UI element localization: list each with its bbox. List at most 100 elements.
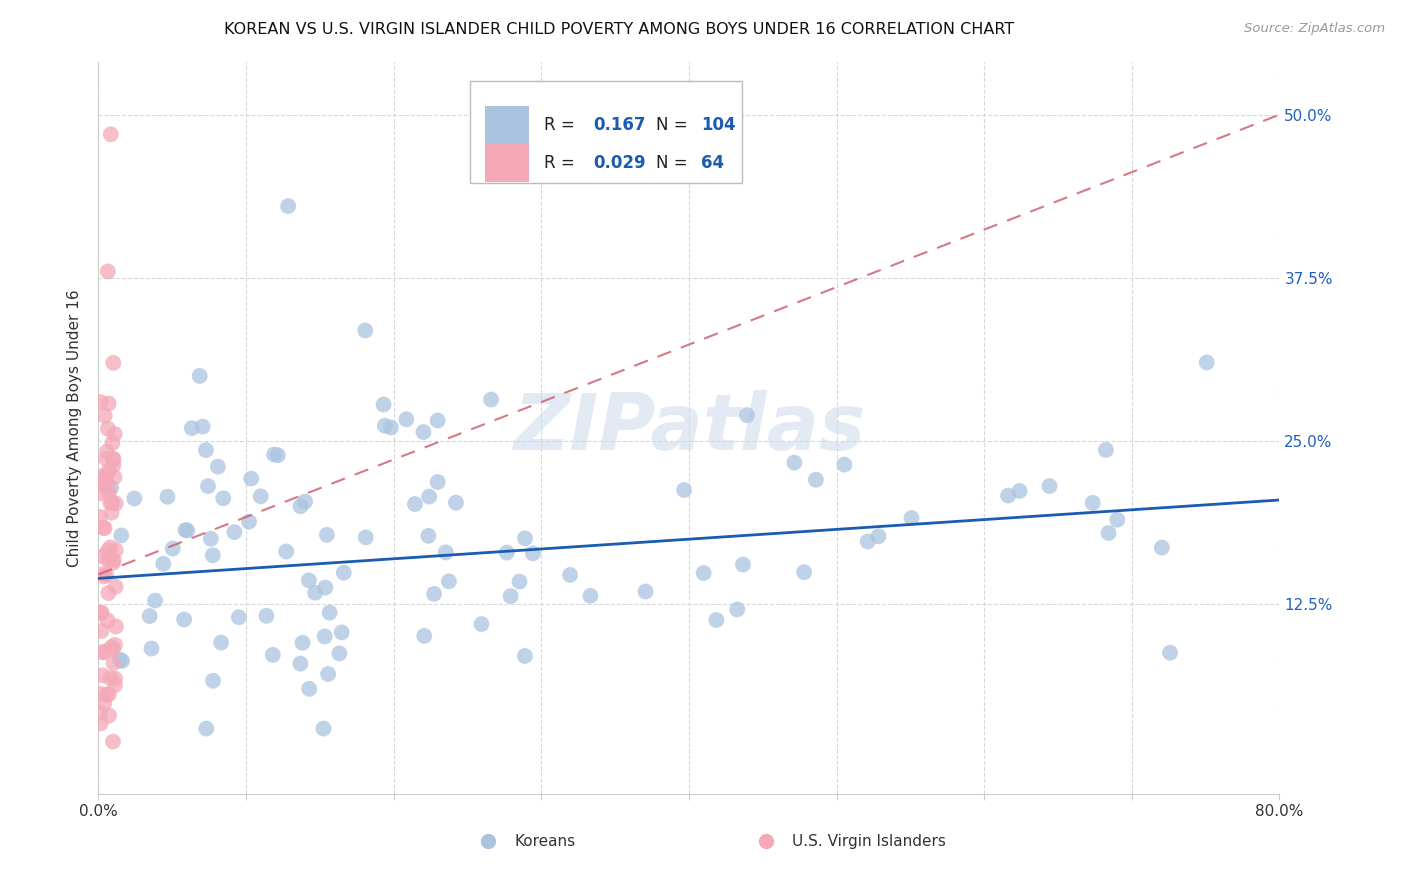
Point xyxy=(97,687,120,701)
Point xyxy=(294,494,316,508)
Point xyxy=(141,641,163,656)
Point xyxy=(201,549,224,563)
Point xyxy=(1038,479,1060,493)
Point xyxy=(138,609,160,624)
Point xyxy=(1107,513,1129,527)
Point xyxy=(152,557,174,571)
Point xyxy=(856,534,879,549)
Point xyxy=(316,667,339,681)
Point xyxy=(314,629,336,643)
Point xyxy=(522,546,544,560)
Point xyxy=(100,506,122,520)
Point xyxy=(104,496,127,510)
Point xyxy=(104,678,127,692)
Point xyxy=(314,581,336,595)
Point xyxy=(868,529,890,543)
Point xyxy=(1159,646,1181,660)
Point xyxy=(423,587,446,601)
Point xyxy=(94,476,117,491)
Point xyxy=(240,472,263,486)
Point xyxy=(197,479,219,493)
Point xyxy=(91,645,114,659)
Point xyxy=(444,495,467,509)
Point xyxy=(291,636,314,650)
Point xyxy=(290,657,312,671)
Point xyxy=(111,654,134,668)
Point xyxy=(90,486,112,500)
Point xyxy=(156,490,179,504)
Point xyxy=(93,521,115,535)
Point xyxy=(93,409,115,423)
Point xyxy=(725,602,748,616)
Point xyxy=(173,613,195,627)
Point xyxy=(793,565,815,579)
Point xyxy=(426,413,449,427)
Point xyxy=(704,613,727,627)
Point xyxy=(104,638,127,652)
Point xyxy=(97,586,120,600)
Point xyxy=(97,463,120,477)
Point xyxy=(558,568,581,582)
Y-axis label: Child Poverty Among Boys Under 16: Child Poverty Among Boys Under 16 xyxy=(67,289,83,567)
Point xyxy=(90,606,112,620)
Point xyxy=(98,671,121,685)
Point xyxy=(290,500,312,514)
Point xyxy=(298,681,321,696)
Text: 0.029: 0.029 xyxy=(593,153,645,171)
Point xyxy=(176,524,198,538)
Point xyxy=(395,412,418,426)
Point xyxy=(495,546,517,560)
Point xyxy=(124,491,146,506)
Point xyxy=(101,453,124,467)
Point xyxy=(90,624,112,638)
Point xyxy=(90,469,112,483)
Point xyxy=(318,606,340,620)
Point xyxy=(191,419,214,434)
Point xyxy=(508,574,530,589)
Point xyxy=(579,589,602,603)
Point xyxy=(93,646,115,660)
Point xyxy=(315,528,337,542)
Point xyxy=(103,470,125,484)
Point xyxy=(202,673,225,688)
Point xyxy=(101,556,124,570)
Point xyxy=(249,489,271,503)
Point xyxy=(254,608,277,623)
Point xyxy=(103,458,125,472)
Point xyxy=(104,672,127,686)
Point xyxy=(89,510,111,524)
Point xyxy=(513,648,536,663)
Text: KOREAN VS U.S. VIRGIN ISLANDER CHILD POVERTY AMONG BOYS UNDER 16 CORRELATION CHA: KOREAN VS U.S. VIRGIN ISLANDER CHILD POV… xyxy=(224,22,1014,37)
Point xyxy=(108,653,131,667)
Point xyxy=(373,397,395,411)
Text: U.S. Virgin Islanders: U.S. Virgin Islanders xyxy=(792,834,946,849)
Point xyxy=(267,448,290,462)
Point xyxy=(103,656,125,670)
Bar xyxy=(485,106,530,144)
Point xyxy=(96,468,118,483)
Point xyxy=(263,448,285,462)
Point xyxy=(418,529,440,543)
Text: ZIPatlas: ZIPatlas xyxy=(513,390,865,467)
Point xyxy=(354,530,377,544)
Point xyxy=(89,395,111,409)
Point xyxy=(238,515,260,529)
Point xyxy=(97,485,120,500)
Point xyxy=(100,128,122,142)
Point xyxy=(426,475,449,489)
Point xyxy=(180,421,202,435)
Point xyxy=(104,543,127,558)
Point xyxy=(735,408,758,422)
Point xyxy=(98,708,121,723)
Point xyxy=(90,716,112,731)
Point xyxy=(412,425,434,439)
Text: Source: ZipAtlas.com: Source: ZipAtlas.com xyxy=(1244,22,1385,36)
Point xyxy=(304,586,326,600)
Bar xyxy=(485,144,530,182)
Point xyxy=(200,532,222,546)
Point xyxy=(374,418,396,433)
Point xyxy=(634,584,657,599)
Point xyxy=(276,544,298,558)
Point xyxy=(90,687,112,701)
Point xyxy=(277,199,299,213)
